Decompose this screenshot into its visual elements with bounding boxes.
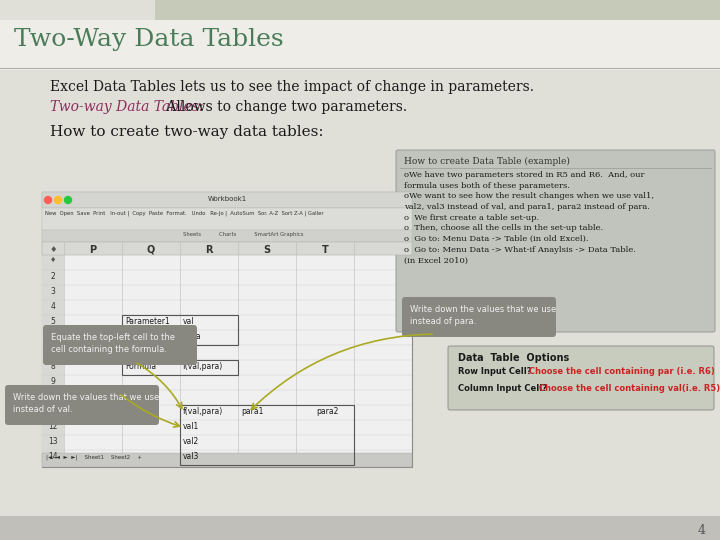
Text: Formula: Formula (125, 362, 156, 371)
FancyBboxPatch shape (155, 0, 720, 20)
FancyBboxPatch shape (0, 516, 720, 540)
Text: Row Input Cell?: Row Input Cell? (458, 367, 531, 376)
Text: Parameter1: Parameter1 (125, 317, 170, 326)
Text: para: para (183, 332, 201, 341)
Text: f(val,para): f(val,para) (183, 362, 223, 371)
FancyBboxPatch shape (42, 192, 412, 467)
Text: 6: 6 (50, 332, 55, 341)
Text: Choose the cell containing val(i.e. R5): Choose the cell containing val(i.e. R5) (536, 384, 720, 393)
FancyBboxPatch shape (5, 385, 159, 425)
Text: para1: para1 (241, 407, 264, 416)
Text: val: val (183, 317, 194, 326)
FancyBboxPatch shape (42, 192, 412, 208)
Text: 11: 11 (48, 407, 58, 416)
Text: f(val,para): f(val,para) (183, 407, 223, 416)
Text: 10: 10 (48, 392, 58, 401)
Text: How to create two-way data tables:: How to create two-way data tables: (50, 125, 323, 139)
FancyBboxPatch shape (448, 346, 714, 410)
Text: 9: 9 (50, 377, 55, 386)
Text: ♦: ♦ (50, 257, 56, 263)
Text: Write down the values that we use
instead of val.: Write down the values that we use instea… (13, 393, 159, 414)
FancyBboxPatch shape (42, 208, 412, 230)
Text: Choose the cell containing par (i.e. R6): Choose the cell containing par (i.e. R6) (526, 367, 715, 376)
Text: val3: val3 (183, 452, 199, 461)
FancyBboxPatch shape (0, 20, 720, 70)
FancyBboxPatch shape (43, 325, 197, 365)
Text: New  Open  Save  Print   In-out |  Copy  Paste  Format.   Undo   Re-Jo |  AutoSu: New Open Save Print In-out | Copy Paste … (45, 210, 323, 215)
FancyBboxPatch shape (42, 242, 64, 453)
Circle shape (65, 197, 71, 204)
Text: 2: 2 (50, 272, 55, 281)
FancyBboxPatch shape (396, 150, 715, 332)
Text: 4: 4 (50, 302, 55, 311)
Text: T: T (322, 245, 328, 255)
Text: ♦: ♦ (49, 245, 57, 254)
Text: 13: 13 (48, 437, 58, 446)
FancyBboxPatch shape (42, 453, 412, 467)
Text: Column Input Cell?: Column Input Cell? (458, 384, 547, 393)
FancyBboxPatch shape (402, 297, 556, 337)
Text: Two-way Data Tables:: Two-way Data Tables: (50, 100, 204, 114)
Text: Two-Way Data Tables: Two-Way Data Tables (14, 28, 284, 51)
Text: val2: val2 (183, 437, 199, 446)
Text: Allows to change two parameters.: Allows to change two parameters. (162, 100, 407, 114)
Text: S: S (264, 245, 271, 255)
Text: Excel Data Tables lets us to see the impact of change in parameters.: Excel Data Tables lets us to see the imp… (50, 80, 534, 94)
Text: Sheets           Charts           SmartArt Graphics: Sheets Charts SmartArt Graphics (183, 232, 303, 237)
Text: para2: para2 (316, 407, 338, 416)
Text: oWe have two parameters stored in R5 and R6.  And, our
formula uses both of thes: oWe have two parameters stored in R5 and… (404, 171, 654, 265)
Text: 4: 4 (698, 523, 706, 537)
Text: 14: 14 (48, 452, 58, 461)
Text: 12: 12 (48, 422, 58, 431)
FancyBboxPatch shape (42, 242, 412, 255)
Text: 5: 5 (50, 317, 55, 326)
Circle shape (45, 197, 52, 204)
Text: Workbook1: Workbook1 (207, 196, 247, 202)
Text: Write down the values that we use
instead of para.: Write down the values that we use instea… (410, 305, 557, 326)
FancyBboxPatch shape (42, 230, 412, 242)
Text: 7: 7 (50, 347, 55, 356)
Text: R: R (205, 245, 212, 255)
Text: 8: 8 (50, 362, 55, 371)
Text: Q: Q (147, 245, 155, 255)
Text: 3: 3 (50, 287, 55, 296)
Text: Equate the top-left cell to the
cell containing the formula.: Equate the top-left cell to the cell con… (51, 333, 175, 354)
Circle shape (55, 197, 61, 204)
Text: P: P (89, 245, 96, 255)
Text: |◄  ◄  ►  ►|    Sheet1    Sheet2    +: |◄ ◄ ► ►| Sheet1 Sheet2 + (46, 455, 142, 461)
Text: Parameter2: Parameter2 (125, 332, 170, 341)
Text: val1: val1 (183, 422, 199, 431)
Text: How to create Data Table (example): How to create Data Table (example) (404, 157, 570, 166)
Text: Data  Table  Options: Data Table Options (458, 353, 570, 363)
